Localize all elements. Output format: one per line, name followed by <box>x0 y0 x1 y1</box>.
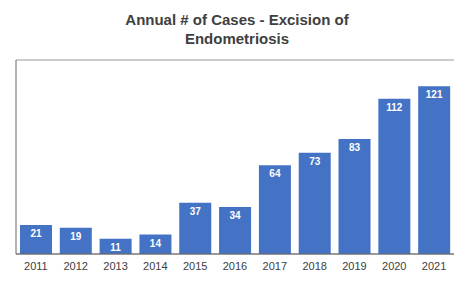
svg-text:2013: 2013 <box>103 260 127 272</box>
html-text:Annual # of Cases - Excision o: Annual # of Cases - Excision of <box>125 11 349 28</box>
svg-text:21: 21 <box>30 228 42 239</box>
svg-text:2012: 2012 <box>63 260 87 272</box>
svg-text:2020: 2020 <box>382 260 406 272</box>
svg-text:14: 14 <box>150 238 162 249</box>
svg-text:112: 112 <box>386 102 403 113</box>
svg-text:2017: 2017 <box>263 260 287 272</box>
svg-text:34: 34 <box>230 210 242 221</box>
svg-text:2011: 2011 <box>24 260 48 272</box>
svg-text:64: 64 <box>269 168 281 179</box>
svg-text:73: 73 <box>309 156 321 167</box>
svg-text:2016: 2016 <box>223 260 247 272</box>
svg-text:2014: 2014 <box>143 260 167 272</box>
svg-text:2018: 2018 <box>302 260 326 272</box>
svg-text:121: 121 <box>426 89 443 100</box>
svg-text:83: 83 <box>349 142 361 153</box>
svg-text:37: 37 <box>190 206 202 217</box>
svg-text:11: 11 <box>110 242 121 253</box>
svg-text:2019: 2019 <box>342 260 366 272</box>
svg-text:19: 19 <box>70 231 82 242</box>
svg-text:2015: 2015 <box>183 260 207 272</box>
html-text:Endometriosis: Endometriosis <box>184 30 290 47</box>
svg-text:2021: 2021 <box>422 260 446 272</box>
